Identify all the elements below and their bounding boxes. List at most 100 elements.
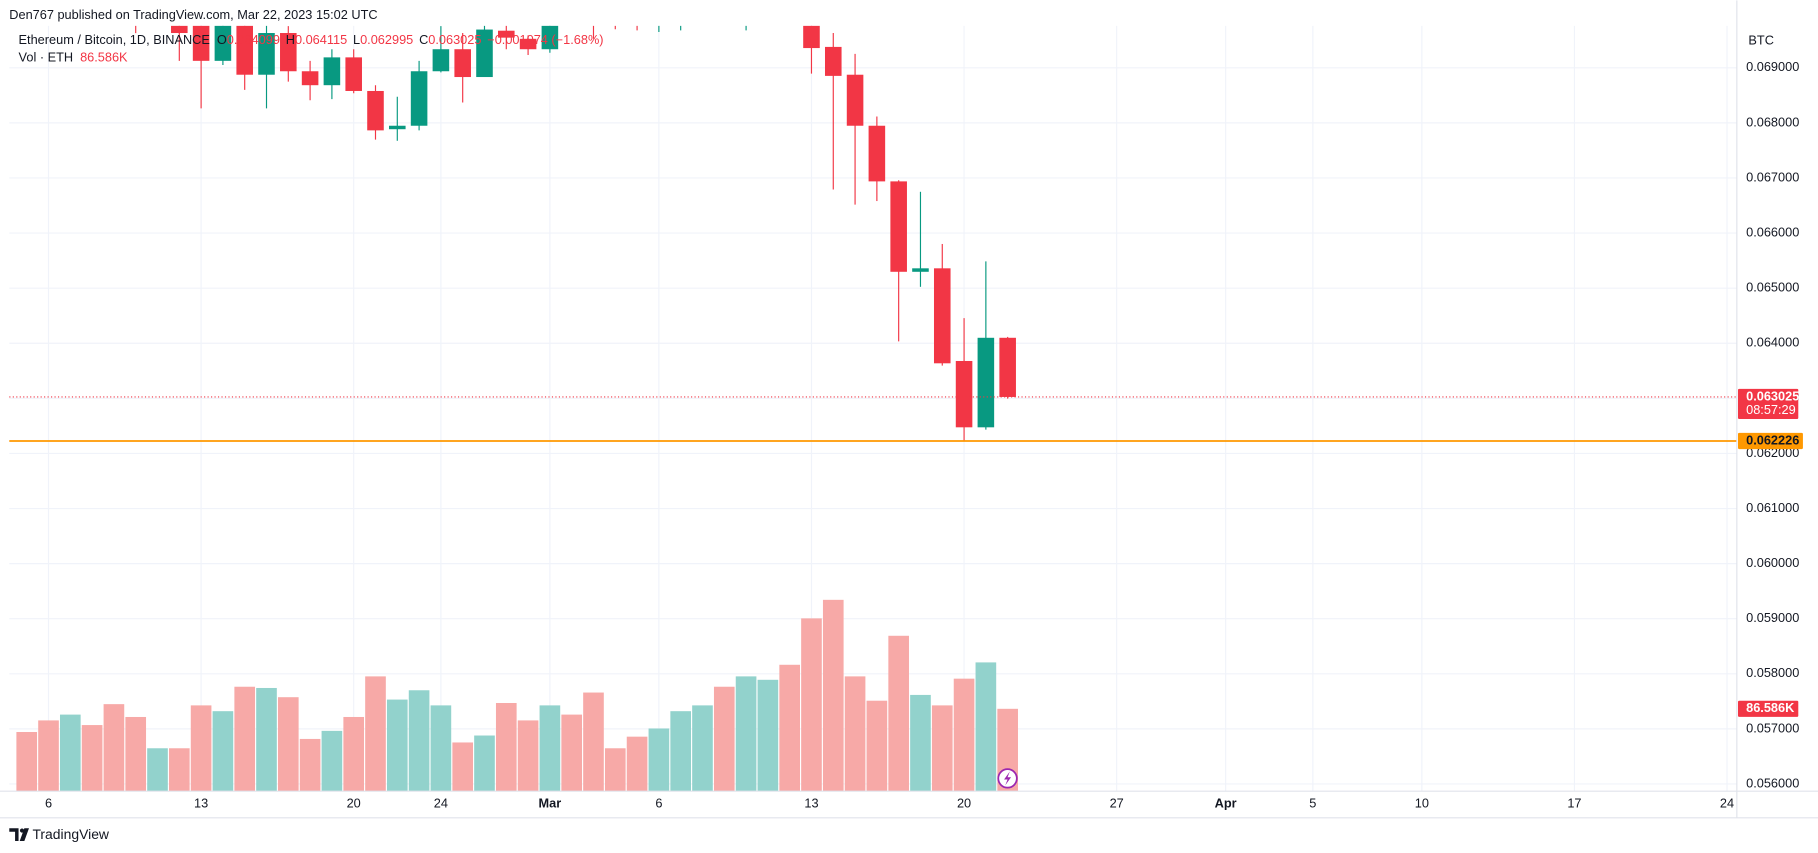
legend-ohlc-value: 0.064115 [295, 32, 347, 47]
legend-change: −0.001074 (−1.68%) [487, 32, 603, 47]
volume-bar [430, 705, 452, 792]
x-tick-label: 17 [1567, 795, 1581, 810]
volume-pane [16, 599, 1018, 792]
y-tick-label: 0.069000 [1746, 59, 1799, 74]
candle-body [389, 125, 406, 130]
candle-body [977, 337, 995, 428]
candle-body [541, 25, 559, 50]
volume-bar [386, 699, 408, 792]
y-tick-label: 0.066000 [1746, 224, 1799, 239]
legend-ohlc-letter: H [286, 32, 295, 47]
volume-bar [147, 748, 168, 792]
volume-bar [561, 714, 583, 792]
last-price-label: 0.063025 [1746, 388, 1799, 403]
x-tick-label: 13 [194, 795, 208, 810]
candle-body [803, 25, 820, 49]
y-tick-label: 0.064000 [1746, 335, 1799, 350]
legend-volume-value: 86.586K [80, 50, 128, 65]
volume-bar [190, 705, 212, 792]
candle-body [846, 74, 864, 126]
x-tick-label: 10 [1415, 795, 1429, 810]
volume-bar [452, 742, 474, 792]
volume-bar [16, 732, 38, 792]
price-lines [9, 396, 1737, 442]
brand: TradingView [32, 826, 109, 842]
candle-body [214, 25, 232, 61]
legend-title: Ethereum / Bitcoin, 1D, BINANCE [19, 32, 210, 47]
candle-body [301, 71, 319, 86]
candle-body [890, 181, 907, 272]
y-tick-label: 0.068000 [1746, 114, 1799, 129]
y-tick-label: 0.061000 [1746, 500, 1799, 515]
y-tick-label: 0.059000 [1746, 610, 1799, 625]
candle-body [345, 57, 362, 91]
x-tick-label: 20 [347, 795, 361, 810]
volume-bar [713, 686, 735, 792]
volume-bar [801, 618, 822, 792]
candle-body [280, 33, 297, 72]
legend-ohlc-letter: L [353, 32, 360, 47]
legend-ohlc-letter: C [419, 32, 428, 47]
hline-box [1737, 432, 1803, 450]
volume-bar [495, 703, 517, 792]
candle-body [476, 29, 493, 78]
x-tick-label: 6 [45, 795, 52, 810]
legend-ohlc-value: 0.064099 [227, 32, 280, 47]
volume-bar [866, 700, 888, 792]
volume-bar [604, 748, 626, 792]
y-tick-label: 0.056000 [1746, 775, 1799, 790]
volume-bar [931, 705, 953, 792]
candle-body [432, 49, 450, 72]
x-tick-label: 24 [1720, 795, 1734, 810]
volume-bar [299, 738, 321, 792]
legend-volume-name: Vol · ETH [19, 50, 74, 65]
volume-bar [539, 705, 561, 792]
volume-bar [474, 735, 495, 792]
hline-label: 0.062226 [1746, 432, 1799, 447]
volume-bar [975, 662, 997, 792]
candle-body [192, 25, 210, 61]
y-tick-label: 0.057000 [1746, 720, 1799, 735]
volume-bar [779, 664, 800, 792]
legend-ohlc-value: 0.063025 [428, 32, 481, 47]
volume-bar [343, 716, 365, 792]
volume-bar [234, 686, 256, 792]
volume-bar [844, 676, 866, 792]
volume-bar [953, 678, 975, 792]
candle-body [933, 268, 951, 364]
axes: 0.056000 0.057000 0.058000 0.059000 0.060000… [45, 59, 1803, 810]
legend: Ethereum / Bitcoin, 1D, BINANCE O0.064099… [19, 32, 604, 47]
price-pane [135, 25, 1016, 441]
volume-bar [277, 697, 299, 792]
candle-body [824, 46, 842, 76]
legend-ohlc-letter: O [217, 32, 227, 47]
candle-body [367, 90, 384, 131]
volume-bar [583, 692, 604, 792]
volume-bar [103, 704, 125, 792]
candle-body [454, 49, 471, 78]
x-tick-label: 6 [655, 795, 662, 810]
candle-body [498, 30, 515, 38]
x-tick-label: 20 [957, 795, 971, 810]
x-tick-label: Mar [539, 795, 562, 810]
candle-body [912, 268, 929, 272]
publisher: Den767 published on TradingView.com, Mar… [9, 7, 377, 22]
volume-bar [910, 694, 931, 792]
candle-body [410, 71, 428, 126]
volume-axis-label: 86.586K [1746, 700, 1795, 715]
candle-body [236, 25, 253, 75]
candle-body [258, 33, 275, 75]
volume-bar [735, 676, 757, 792]
y-tick-label: 0.060000 [1746, 555, 1799, 570]
volume-label-box [1737, 700, 1799, 717]
candle-body [171, 25, 188, 34]
volume-bar [212, 711, 234, 792]
x-tick-label: 5 [1309, 795, 1316, 810]
y-tick-label: 0.065000 [1746, 280, 1799, 295]
candle-body [868, 125, 886, 182]
lightning-icon [997, 768, 1018, 789]
volume-bar [256, 687, 277, 792]
volume-bar [757, 679, 779, 792]
